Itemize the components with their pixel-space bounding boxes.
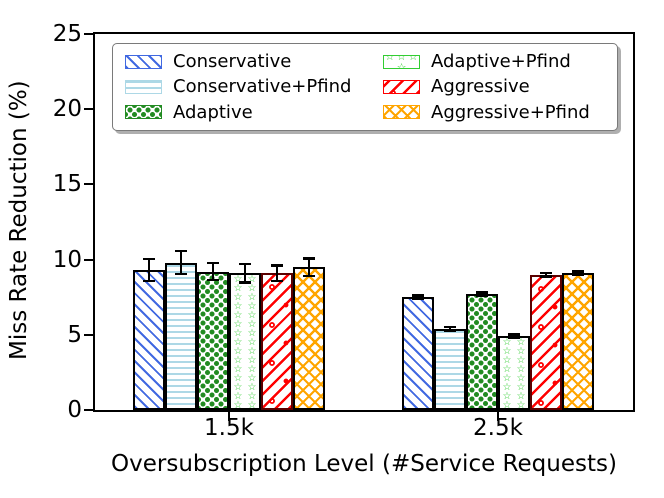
error-bar-cap-top — [572, 270, 584, 273]
error-bar-cap-bottom — [444, 329, 456, 332]
legend-item-conservative: Conservative — [125, 49, 383, 74]
error-bar-line — [275, 264, 279, 283]
bar-aggressive-1.5k — [261, 273, 293, 410]
y-tick-mark — [84, 33, 93, 35]
error-bar-cap-bottom — [271, 279, 283, 283]
error-bar-cap-bottom — [175, 272, 187, 276]
bar-adaptive-1.5k — [197, 271, 229, 410]
error-bar — [207, 261, 219, 282]
x-axis-label: Oversubscription Level (#Service Request… — [111, 451, 617, 477]
error-bar-cap-bottom — [540, 275, 552, 278]
legend-item-aggressive-pfind: Aggressive+Pfind — [383, 100, 607, 125]
legend-swatch — [383, 105, 420, 120]
error-bar-cap-top — [207, 261, 219, 265]
error-bar-line — [307, 257, 311, 277]
y-tick-mark — [84, 183, 93, 186]
error-bar-line — [243, 262, 247, 284]
error-bar-line — [544, 271, 548, 278]
error-bar-cap-top — [412, 294, 424, 297]
error-bar-line — [416, 294, 420, 301]
y-tick-label: 15 — [52, 171, 82, 198]
y-tick-mark — [84, 333, 93, 336]
error-bar-cap-bottom — [508, 336, 520, 340]
x-tick-label: 1.5k — [204, 415, 254, 441]
error-bar — [444, 325, 456, 332]
error-bar-line — [448, 325, 452, 332]
legend-label: Aggressive — [431, 76, 530, 98]
error-bar-cap-top — [271, 264, 283, 267]
error-bar-line — [147, 258, 151, 283]
error-bar — [303, 257, 315, 277]
error-bar — [476, 291, 488, 298]
bar-conservative-2.5k — [402, 297, 434, 410]
error-bar — [271, 264, 283, 283]
y-tick-mark — [84, 258, 93, 261]
y-tick-label: 10 — [52, 246, 82, 273]
error-bar — [540, 271, 552, 278]
error-bar-cap-top — [239, 262, 251, 265]
error-bar-cap-bottom — [239, 281, 251, 284]
error-bar — [412, 294, 424, 301]
error-bar-cap-top — [143, 258, 155, 261]
bar-aggressive-pfind-1.5k — [293, 267, 325, 410]
bar-adaptive-2.5k — [466, 294, 498, 410]
y-tick-label: 20 — [52, 96, 82, 123]
x-tick-mark — [497, 412, 499, 421]
y-axis-label: Miss Rate Reduction (%) — [6, 80, 32, 360]
legend-item-conservative-pfind: Conservative+Pfind — [125, 74, 383, 99]
legend-swatch — [125, 54, 162, 69]
y-tick-label: 5 — [67, 321, 82, 348]
error-bar-cap-top — [476, 291, 488, 294]
bar-aggressive-pfind-2.5k — [562, 273, 594, 410]
y-tick-label: 0 — [67, 397, 82, 423]
error-bar-line — [576, 270, 580, 277]
legend-item-aggressive: Aggressive — [383, 74, 607, 99]
error-bar-cap-bottom — [207, 279, 219, 282]
error-bar-line — [211, 261, 215, 282]
legend-item-adaptive: Adaptive — [125, 100, 383, 125]
bar-conservative-1.5k — [133, 270, 165, 410]
legend: Conservative Conservative+Pfind Adaptive ☆ ☆… — [112, 43, 618, 131]
x-tick-mark — [228, 412, 230, 421]
bar-adaptive-pfind-1.5k: ☆☆☆☆☆☆☆☆☆☆☆☆☆☆☆☆☆☆☆☆☆☆☆☆☆☆☆☆☆☆☆☆☆☆☆☆☆☆☆☆… — [229, 273, 261, 410]
error-bar — [508, 333, 520, 340]
bar-conservative-pfind-2.5k — [434, 328, 466, 410]
bar-adaptive-pfind-2.5k: ☆☆☆☆☆☆☆☆☆☆☆☆☆☆☆☆☆☆☆☆☆☆☆☆☆☆☆☆☆☆☆☆☆ — [498, 336, 530, 410]
bar-conservative-pfind-1.5k — [165, 262, 197, 410]
error-bar-line — [179, 249, 183, 276]
error-bar-cap-top — [444, 325, 456, 329]
legend-label: Adaptive — [173, 101, 253, 123]
legend-label: Conservative+Pfind — [173, 76, 352, 98]
legend-swatch — [383, 79, 420, 94]
legend-label: Conservative — [173, 51, 292, 73]
error-bar — [175, 249, 187, 276]
error-bar-line — [512, 333, 516, 340]
error-bar — [572, 270, 584, 277]
bar-aggressive-2.5k — [530, 274, 562, 410]
error-bar-line — [480, 291, 484, 298]
x-tick-label: 2.5k — [473, 415, 523, 441]
error-bar — [143, 258, 155, 283]
error-bar-cap-bottom — [303, 274, 315, 277]
error-bar-cap-top — [175, 249, 187, 253]
y-tick-mark — [84, 108, 93, 111]
legend-swatch — [125, 105, 162, 120]
legend-label: Adaptive+Pfind — [431, 51, 571, 73]
error-bar-cap-top — [303, 257, 315, 260]
error-bar-cap-bottom — [572, 273, 584, 277]
y-tick-mark — [84, 409, 93, 411]
error-bar-cap-top — [540, 271, 552, 275]
legend-swatch — [125, 79, 162, 94]
legend-label: Aggressive+Pfind — [431, 101, 590, 123]
error-bar-cap-bottom — [476, 294, 488, 298]
error-bar-cap-top — [508, 333, 520, 336]
error-bar-cap-bottom — [143, 279, 155, 283]
error-bar-cap-bottom — [412, 297, 424, 301]
legend-swatch: ☆ ☆ ☆ ☆ — [383, 54, 420, 69]
y-tick-label: 25 — [52, 21, 82, 47]
error-bar — [239, 262, 251, 284]
legend-item-adaptive-pfind: ☆ ☆ ☆ ☆ Adaptive+Pfind — [383, 49, 607, 74]
